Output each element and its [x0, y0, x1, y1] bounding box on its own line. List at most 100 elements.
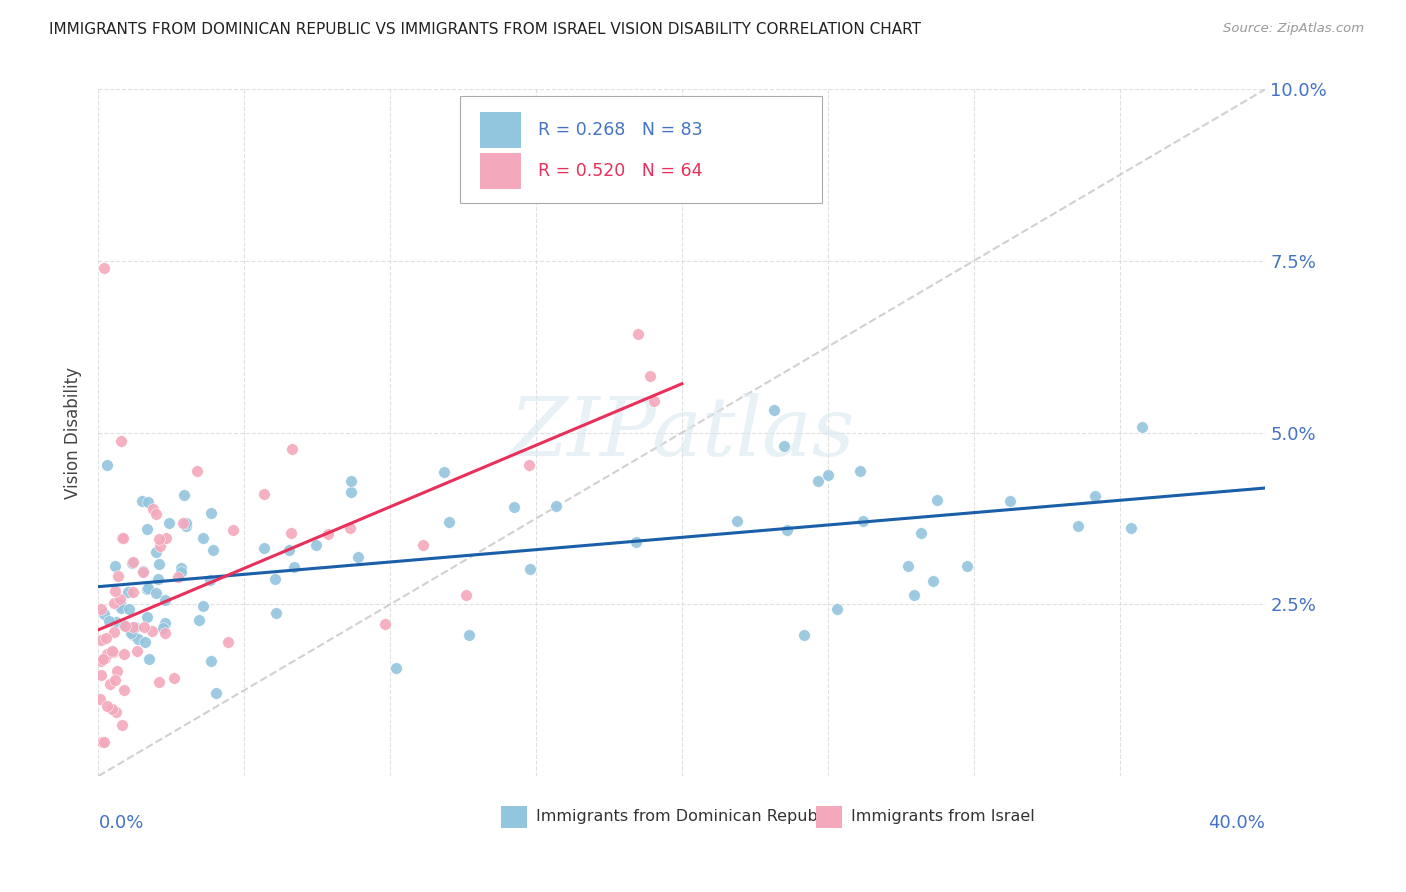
Point	[174, 516, 197, 530]
Point	[90, 654, 112, 668]
Point	[124, 620, 146, 634]
Point	[108, 591, 131, 606]
Point	[283, 560, 305, 574]
Point	[104, 673, 127, 687]
Point	[110, 600, 132, 615]
Point	[217, 635, 239, 649]
Point	[100, 644, 122, 658]
Point	[110, 599, 132, 613]
Point	[101, 645, 124, 659]
Text: 0.0%: 0.0%	[98, 814, 143, 832]
Point	[96, 698, 118, 713]
Point	[627, 327, 650, 342]
Point	[458, 628, 481, 642]
Point	[89, 692, 111, 706]
Point	[112, 647, 135, 661]
Point	[817, 468, 839, 483]
Point	[118, 601, 141, 615]
Point	[127, 644, 149, 658]
Point	[96, 458, 118, 472]
Point	[346, 549, 368, 564]
Point	[148, 675, 170, 690]
Point	[107, 569, 129, 583]
Point	[117, 584, 139, 599]
Point	[132, 620, 155, 634]
Point	[93, 260, 115, 275]
Point	[807, 474, 830, 488]
FancyBboxPatch shape	[460, 96, 823, 202]
Point	[166, 570, 188, 584]
Point	[193, 599, 215, 613]
Point	[101, 702, 124, 716]
Point	[340, 474, 363, 488]
Point	[91, 735, 114, 749]
Point	[1084, 489, 1107, 503]
Point	[173, 488, 195, 502]
Point	[111, 718, 134, 732]
Point	[93, 607, 115, 621]
Point	[793, 628, 815, 642]
Point	[153, 593, 176, 607]
Point	[200, 506, 222, 520]
Point	[145, 544, 167, 558]
Point	[519, 458, 541, 472]
Point	[825, 602, 848, 616]
Point	[1119, 521, 1142, 535]
Text: R = 0.520   N = 64: R = 0.520 N = 64	[538, 162, 703, 180]
Text: 40.0%: 40.0%	[1209, 814, 1265, 832]
Point	[201, 543, 224, 558]
Point	[280, 526, 302, 541]
Point	[132, 565, 155, 579]
Text: ZIPatlas: ZIPatlas	[509, 392, 855, 473]
Point	[172, 516, 194, 530]
Point	[253, 541, 276, 555]
Point	[278, 542, 301, 557]
Point	[94, 651, 117, 665]
Point	[93, 735, 115, 749]
Point	[188, 613, 211, 627]
Point	[90, 632, 112, 647]
Point	[148, 532, 170, 546]
Point	[163, 671, 186, 685]
Point	[121, 620, 143, 634]
Point	[170, 565, 193, 579]
Point	[152, 621, 174, 635]
Point	[138, 651, 160, 665]
Point	[136, 581, 159, 595]
Point	[339, 521, 361, 535]
Point	[94, 632, 117, 646]
Point	[305, 538, 328, 552]
Point	[643, 393, 665, 408]
Point	[127, 632, 149, 646]
Point	[1000, 493, 1022, 508]
Point	[122, 555, 145, 569]
Point	[107, 664, 129, 678]
Text: Immigrants from Israel: Immigrants from Israel	[851, 809, 1035, 824]
Point	[186, 465, 208, 479]
Point	[281, 442, 304, 456]
Point	[111, 531, 134, 545]
Point	[98, 614, 121, 628]
Point	[433, 465, 456, 479]
Point	[96, 648, 118, 662]
Point	[252, 487, 274, 501]
Point	[145, 585, 167, 599]
Point	[100, 676, 122, 690]
Point	[176, 519, 198, 533]
Point	[776, 523, 799, 537]
Point	[93, 652, 115, 666]
Point	[191, 531, 214, 545]
Point	[112, 532, 135, 546]
Point	[263, 572, 285, 586]
Point	[110, 434, 132, 448]
Point	[264, 606, 287, 620]
Point	[198, 573, 221, 587]
Point	[112, 618, 135, 632]
Text: Immigrants from Dominican Republic: Immigrants from Dominican Republic	[536, 809, 835, 824]
Point	[925, 492, 948, 507]
Point	[103, 625, 125, 640]
Point	[121, 628, 143, 642]
Point	[412, 538, 434, 552]
Point	[134, 635, 156, 649]
FancyBboxPatch shape	[501, 805, 527, 828]
